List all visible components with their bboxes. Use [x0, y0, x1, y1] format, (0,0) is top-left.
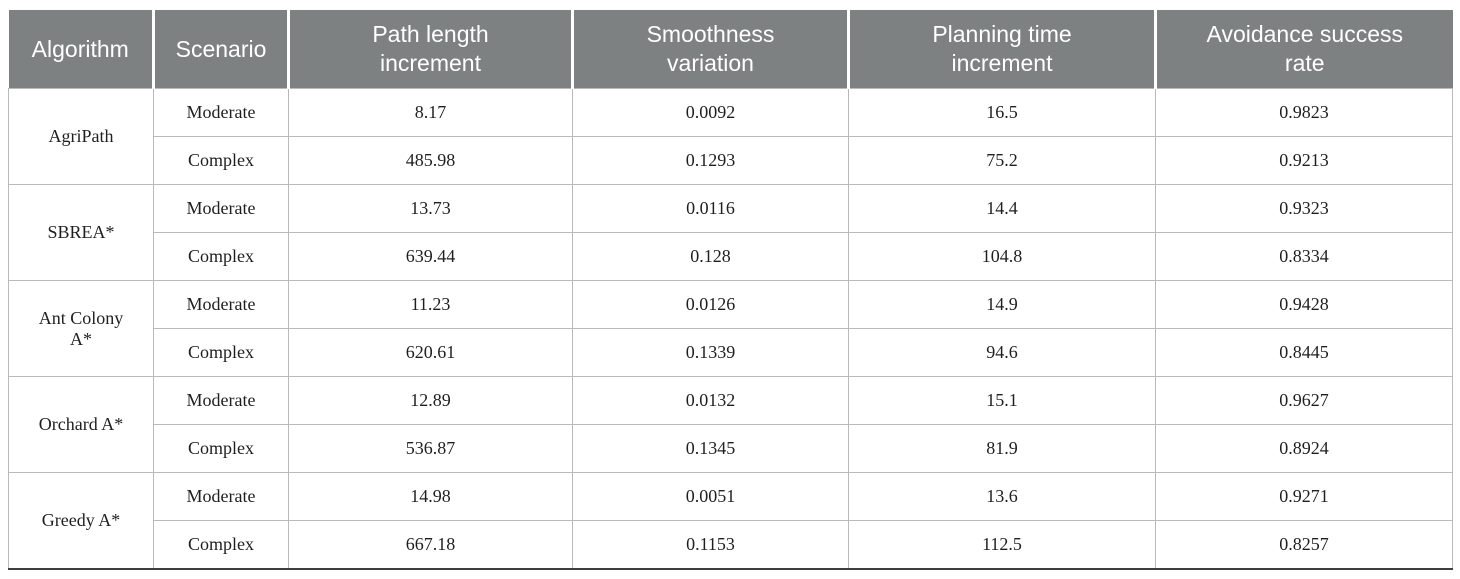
planning-time-cell: 16.5	[848, 88, 1156, 137]
path-length-cell: 14.98	[288, 472, 573, 521]
path-length-cell: 8.17	[288, 88, 573, 137]
table-row: Complex 536.87 0.1345 81.9 0.8924	[9, 424, 1453, 473]
col-header-planning-time-increment: Planning time increment	[847, 10, 1156, 89]
table-row: Complex 485.98 0.1293 75.2 0.9213	[9, 136, 1453, 185]
scenario-cell: Complex	[153, 424, 289, 473]
scenario-cell: Complex	[153, 520, 289, 570]
path-length-cell: 13.73	[288, 184, 573, 233]
scenario-cell: Moderate	[153, 376, 289, 425]
algorithm-cell: Orchard A*	[8, 376, 154, 473]
smoothness-cell: 0.0132	[572, 376, 849, 425]
col-header-smoothness-variation: Smoothness variation	[571, 10, 849, 89]
smoothness-cell: 0.0051	[572, 472, 849, 521]
table-row: Complex 667.18 0.1153 112.5 0.8257	[9, 520, 1453, 570]
planning-time-cell: 94.6	[848, 328, 1156, 377]
table-row: Complex 639.44 0.128 104.8 0.8334	[9, 232, 1453, 281]
path-length-cell: 11.23	[288, 280, 573, 329]
scenario-cell: Moderate	[153, 472, 289, 521]
avoidance-rate-cell: 0.9428	[1155, 280, 1453, 329]
table-row: SBREA* Moderate 13.73 0.0116 14.4 0.9323	[8, 184, 1453, 281]
table-row: AgriPath Moderate 8.17 0.0092 16.5 0.982…	[8, 88, 1453, 185]
table-row: Ant Colony A* Moderate 11.23 0.0126 14.9…	[8, 280, 1453, 377]
smoothness-cell: 0.0116	[572, 184, 849, 233]
avoidance-rate-cell: 0.8445	[1155, 328, 1453, 377]
path-length-cell: 620.61	[288, 328, 573, 377]
scenario-cell: Moderate	[153, 88, 289, 137]
algorithm-cell: SBREA*	[8, 184, 154, 281]
avoidance-rate-cell: 0.9627	[1155, 376, 1453, 425]
smoothness-cell: 0.1339	[572, 328, 849, 377]
avoidance-rate-cell: 0.9823	[1155, 88, 1453, 137]
scenario-cell: Complex	[153, 232, 289, 281]
avoidance-rate-cell: 0.9271	[1155, 472, 1453, 521]
col-header-scenario: Scenario	[152, 10, 289, 89]
planning-time-cell: 112.5	[848, 520, 1156, 570]
scenario-cell: Moderate	[153, 184, 289, 233]
path-length-cell: 485.98	[288, 136, 573, 185]
smoothness-cell: 0.1293	[572, 136, 849, 185]
header-row: Algorithm Scenario Path length increment…	[8, 10, 1453, 89]
algorithm-comparison-table: Algorithm Scenario Path length increment…	[8, 10, 1453, 570]
smoothness-cell: 0.1345	[572, 424, 849, 473]
path-length-cell: 536.87	[288, 424, 573, 473]
avoidance-rate-cell: 0.8257	[1155, 520, 1453, 570]
avoidance-rate-cell: 0.8334	[1155, 232, 1453, 281]
planning-time-cell: 75.2	[848, 136, 1156, 185]
planning-time-cell: 14.9	[848, 280, 1156, 329]
planning-time-cell: 81.9	[848, 424, 1156, 473]
smoothness-cell: 0.0092	[572, 88, 849, 137]
avoidance-rate-cell: 0.9323	[1155, 184, 1453, 233]
path-length-cell: 12.89	[288, 376, 573, 425]
avoidance-rate-cell: 0.9213	[1155, 136, 1453, 185]
planning-time-cell: 104.8	[848, 232, 1156, 281]
avoidance-rate-cell: 0.8924	[1155, 424, 1453, 473]
table-row: Orchard A* Moderate 12.89 0.0132 15.1 0.…	[8, 376, 1453, 473]
planning-time-cell: 15.1	[848, 376, 1156, 425]
smoothness-cell: 0.128	[572, 232, 849, 281]
scenario-cell: Complex	[153, 328, 289, 377]
smoothness-cell: 0.1153	[572, 520, 849, 570]
path-length-cell: 667.18	[288, 520, 573, 570]
algorithm-cell: Ant Colony A*	[8, 280, 154, 377]
planning-time-cell: 14.4	[848, 184, 1156, 233]
algorithm-cell: AgriPath	[8, 88, 154, 185]
col-header-algorithm: Algorithm	[8, 10, 154, 89]
table-row: Greedy A* Moderate 14.98 0.0051 13.6 0.9…	[8, 472, 1453, 570]
smoothness-cell: 0.0126	[572, 280, 849, 329]
path-length-cell: 639.44	[288, 232, 573, 281]
table-row: Complex 620.61 0.1339 94.6 0.8445	[9, 328, 1453, 377]
col-header-path-length-increment: Path length increment	[287, 10, 573, 89]
scenario-cell: Complex	[153, 136, 289, 185]
algorithm-cell: Greedy A*	[8, 472, 154, 570]
scenario-cell: Moderate	[153, 280, 289, 329]
col-header-avoidance-success-rate: Avoidance success rate	[1154, 10, 1453, 89]
planning-time-cell: 13.6	[848, 472, 1156, 521]
